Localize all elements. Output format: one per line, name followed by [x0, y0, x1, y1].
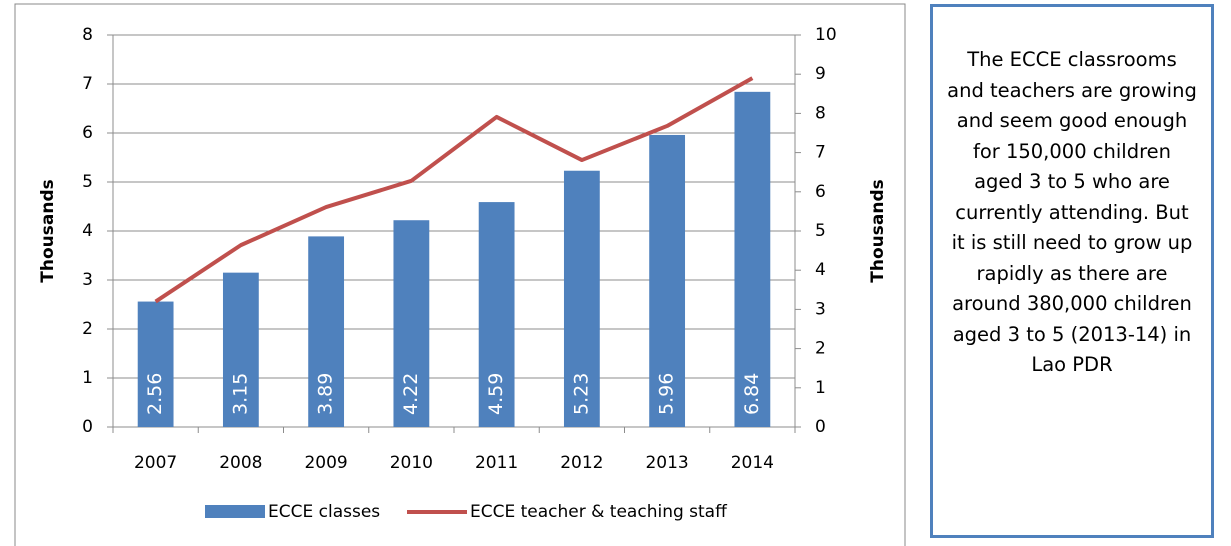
y-tick-label: 2 [82, 319, 93, 339]
data-label: 4.22 [400, 373, 422, 415]
y2-tick-label: 10 [815, 25, 837, 45]
bar [563, 170, 600, 428]
bar [478, 202, 515, 427]
y-axis-label: Thousands [38, 179, 58, 282]
y2-tick-label: 7 [815, 143, 826, 163]
data-label: 3.89 [315, 373, 337, 415]
y-tick-label: 7 [82, 74, 93, 94]
y2-tick-label: 3 [815, 299, 826, 319]
line [154, 76, 754, 304]
annotation-box: The ECCE classrooms and teachers are gro… [930, 4, 1214, 538]
x-tick-label: 2013 [645, 453, 688, 473]
x-tick-label: 2014 [731, 453, 774, 473]
x-tick-label: 2011 [475, 453, 518, 473]
y2-axis-label: Thousands [868, 179, 888, 282]
y2-tick-label: 4 [815, 260, 826, 280]
x-tick-label: 2010 [390, 453, 433, 473]
data-label: 4.59 [485, 373, 507, 415]
y2-tick-label: 1 [815, 378, 826, 398]
bar [308, 236, 345, 427]
bar [222, 272, 259, 427]
chart: Thousands Thousands 0 1 2 3 4 5 6 7 8 0 1 2 3 4 5 6 7 8 9 1… [14, 3, 906, 546]
legend-label: ECCE classes [268, 502, 380, 522]
y-tick-label: 4 [82, 221, 93, 241]
bar [734, 91, 771, 427]
bar [393, 220, 430, 427]
x-tick-label: 2008 [219, 453, 262, 473]
data-label: 6.84 [741, 373, 763, 415]
y2-tick-label: 2 [815, 339, 826, 359]
data-label: 5.23 [570, 373, 592, 415]
y2-tick-label: 6 [815, 182, 826, 202]
legend-swatch [205, 505, 265, 518]
data-label: 5.96 [656, 373, 678, 415]
y-tick-label: 6 [82, 123, 93, 143]
data-label: 3.15 [229, 373, 251, 415]
y-tick-label: 5 [82, 172, 93, 192]
y2-tick-label: 5 [815, 221, 826, 241]
x-tick-label: 2012 [560, 453, 603, 473]
y-tick-label: 3 [82, 270, 93, 290]
x-tick-label: 2009 [304, 453, 347, 473]
x-tick-label: 2007 [134, 453, 177, 473]
y-tick-label: 8 [82, 25, 93, 45]
data-label: 2.56 [144, 373, 166, 415]
y2-tick-label: 0 [815, 417, 826, 437]
y-tick-label: 0 [82, 417, 93, 437]
annotation: The ECCE classrooms and teachers are gro… [947, 48, 1197, 376]
legend-label: ECCE teacher & teaching staff [470, 502, 728, 522]
bar [649, 134, 686, 427]
y2-tick-label: 9 [815, 64, 826, 84]
y-tick-label: 1 [82, 368, 93, 388]
y2-tick-label: 8 [815, 103, 826, 123]
chart-border [14, 3, 906, 546]
bar [137, 301, 174, 427]
